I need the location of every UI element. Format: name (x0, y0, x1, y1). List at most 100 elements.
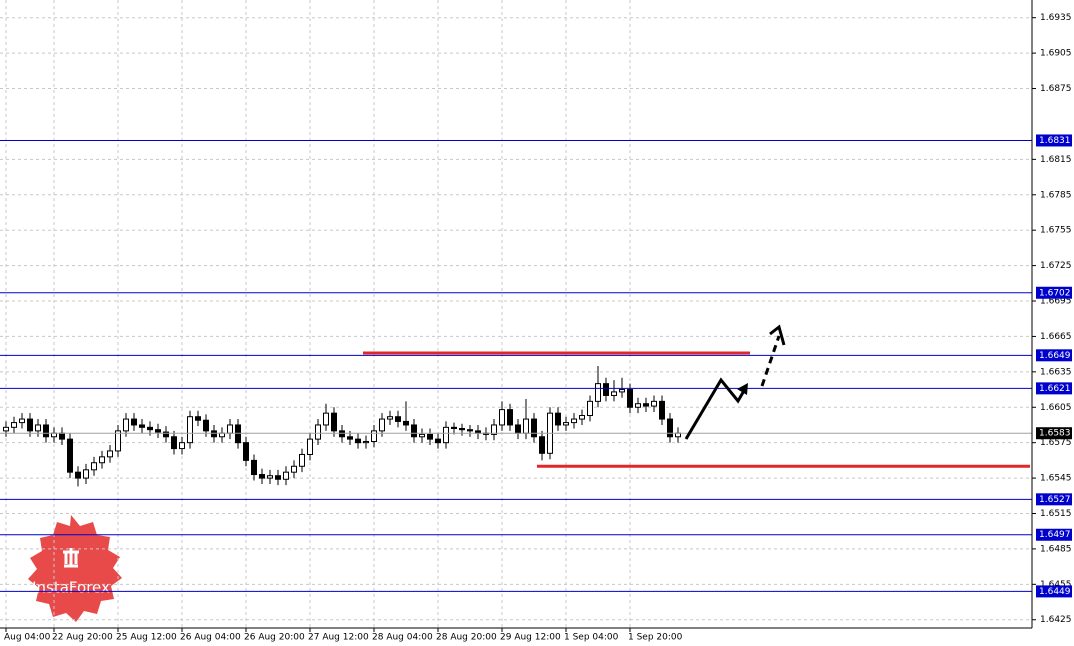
candle-body (427, 433, 433, 440)
candle-body (611, 391, 617, 396)
y-tick-label: 1.6515 (1040, 509, 1072, 519)
x-tick-label: Aug 04:00 (4, 633, 51, 643)
candle-body (563, 422, 569, 426)
candle-body (51, 432, 57, 438)
candle-body (91, 462, 97, 471)
candle-body (419, 433, 425, 438)
logo-text: InstaForex (32, 579, 110, 597)
candle-body (27, 418, 33, 432)
candle-body (379, 418, 385, 432)
y-tick-label: 1.6815 (1040, 155, 1072, 165)
candle-body (115, 430, 121, 452)
x-tick-label: 28 Aug 20:00 (436, 633, 497, 643)
candle-body (75, 471, 81, 479)
candle-body (627, 389, 633, 408)
candle-body (443, 426, 449, 444)
level-label: 1.6527 (1039, 495, 1071, 505)
candle-body (355, 438, 361, 444)
level-box (1036, 134, 1072, 147)
candle-body (667, 418, 673, 438)
candle-body (219, 432, 225, 438)
candle-body (227, 424, 233, 434)
level-label: 1.6702 (1039, 288, 1071, 298)
candle-body (267, 475, 273, 479)
candle-body (467, 429, 473, 432)
candle-body (259, 474, 265, 479)
candle-body (371, 430, 377, 442)
x-tick-label: 1 Sep 20:00 (628, 633, 683, 643)
candle-body (539, 436, 545, 454)
current-price-label: 1.6583 (1039, 429, 1071, 439)
x-tick-label: 1 Sep 04:00 (564, 633, 619, 643)
candle-body (435, 438, 441, 444)
candle-body (635, 403, 641, 408)
candle-body (347, 436, 353, 440)
candle-body (643, 403, 649, 407)
level-box (1036, 585, 1072, 598)
level-box (1036, 493, 1072, 506)
level-label: 1.6649 (1039, 351, 1071, 361)
logo-icon (63, 548, 79, 568)
candle-body (307, 438, 313, 455)
y-tick-label: 1.6575 (1040, 438, 1072, 448)
candle-body (275, 475, 281, 480)
candle-body (363, 440, 369, 444)
candle-body (531, 418, 537, 438)
candle-body (459, 428, 465, 431)
forecast-arrows (684, 324, 786, 440)
y-tick-label: 1.6455 (1040, 580, 1072, 590)
candle-body (587, 400, 593, 417)
candle-body (619, 389, 625, 393)
candle-body (651, 400, 657, 407)
x-tick-label: 25 Aug 12:00 (116, 633, 177, 643)
level-box (1036, 349, 1072, 362)
forecast-solid (684, 377, 747, 440)
y-tick-label: 1.6785 (1040, 190, 1072, 200)
x-tick-label: 22 Aug 20:00 (52, 633, 113, 643)
x-tick-label: 26 Aug 20:00 (244, 633, 305, 643)
level-label: 1.6497 (1039, 530, 1071, 540)
y-tick-label: 1.6425 (1040, 615, 1072, 625)
candle-body (315, 424, 321, 440)
arrow-head (769, 324, 786, 346)
y-tick-label: 1.6635 (1040, 367, 1072, 377)
y-tick-label: 1.6905 (1040, 49, 1072, 59)
x-tick-label: 26 Aug 04:00 (180, 633, 241, 643)
level-label: 1.6621 (1039, 384, 1071, 394)
candle-body (499, 409, 505, 426)
level-box (1036, 382, 1072, 395)
candle-body (387, 416, 393, 420)
candle-body (299, 453, 305, 467)
y-tick-label: 1.6725 (1040, 261, 1072, 271)
logo: InstaForex (28, 515, 122, 622)
y-tick-label: 1.6755 (1040, 226, 1072, 236)
candle-body (203, 419, 209, 432)
x-tick-label: 27 Aug 12:00 (308, 633, 369, 643)
candle-body (491, 424, 497, 435)
candle-body (659, 400, 665, 420)
candle-body (139, 424, 145, 428)
candle-body (99, 456, 105, 464)
y-tick-label: 1.6695 (1040, 297, 1072, 307)
plot (0, 0, 1032, 628)
x-tick-label: 28 Aug 04:00 (372, 633, 433, 643)
candle-body (523, 418, 529, 434)
candle-body (323, 412, 329, 426)
level-box (1036, 528, 1072, 541)
candle-body (187, 416, 193, 444)
candle-body (43, 424, 49, 438)
candle-body (603, 383, 609, 396)
candle-body (147, 426, 153, 431)
arrow-head (737, 383, 748, 395)
candle-body (515, 424, 521, 434)
candle-body (339, 430, 345, 438)
y-tick-label: 1.6545 (1040, 474, 1072, 484)
candle-body (451, 426, 457, 430)
candle-body (179, 442, 185, 450)
candle-body (403, 420, 409, 426)
candle-body (251, 459, 257, 476)
candle-body (155, 429, 161, 433)
candle-body (595, 383, 601, 402)
candle-body (571, 418, 577, 424)
